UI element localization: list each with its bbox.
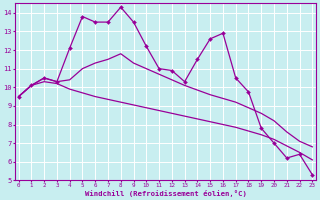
X-axis label: Windchill (Refroidissement éolien,°C): Windchill (Refroidissement éolien,°C)	[84, 190, 246, 197]
